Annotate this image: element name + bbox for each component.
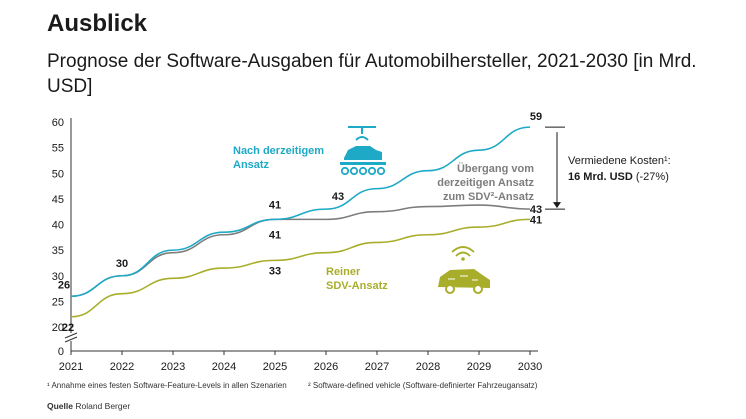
saved-cost-label: Vermiedene Kosten¹: <box>568 155 671 167</box>
saved-cost-value: 16 Mrd. USD <box>568 171 633 183</box>
series-label-3: SDV-Ansatz <box>326 280 388 292</box>
series-line-3 <box>70 218 531 318</box>
y-tick-label: 55 <box>52 143 64 155</box>
x-tick-label: 2023 <box>161 361 185 373</box>
data-label: 33 <box>269 265 281 277</box>
data-label: 43 <box>332 191 344 203</box>
source-line: Quelle Roland Berger <box>47 401 130 411</box>
axis-break-mark <box>64 332 78 339</box>
data-label: 22 <box>62 322 74 334</box>
data-label: 41 <box>530 214 542 226</box>
series-label-3: Reiner <box>326 266 361 278</box>
conveyor-car-icon <box>340 126 386 176</box>
footnote-1: ¹ Annahme eines festen Software-Feature-… <box>47 381 287 390</box>
x-tick-label: 2025 <box>263 361 287 373</box>
source-label: Quelle <box>47 401 73 411</box>
data-label: 30 <box>116 258 128 270</box>
series-label-2: Übergang vom <box>457 162 534 175</box>
y-tick-label: 35 <box>52 245 64 257</box>
data-label: 41 <box>269 229 281 241</box>
saved-cost-percent: (-27%) <box>632 171 669 183</box>
y-tick-label: 60 <box>52 117 64 129</box>
y-tick-label: 40 <box>52 220 64 232</box>
data-label: 43 <box>530 204 542 216</box>
saved-cost-annotation: Vermiedene Kosten¹: 16 Mrd. USD (-27%) <box>568 153 671 185</box>
bracket-arrow-head <box>553 202 561 209</box>
x-tick-label: 2022 <box>110 361 134 373</box>
x-tick-label: 2024 <box>212 361 236 373</box>
data-label: 59 <box>530 111 542 123</box>
connected-car-icon <box>438 246 490 294</box>
axis-break-mark <box>64 336 78 343</box>
y-tick-label: 30 <box>52 271 64 283</box>
y-tick-label: 25 <box>52 296 64 308</box>
y-tick-label: 20 <box>52 322 64 334</box>
y-tick-label: 0 <box>58 346 64 358</box>
x-tick-label: 2027 <box>365 361 389 373</box>
series-label-2: zum SDV²-Ansatz <box>443 191 535 203</box>
x-tick-label: 2030 <box>518 361 542 373</box>
series-label-2: derzeitigen Ansatz <box>437 177 534 189</box>
source-text: Roland Berger <box>72 401 131 411</box>
page-title: Ausblick <box>47 10 148 37</box>
x-tick-label: 2026 <box>314 361 338 373</box>
y-tick-label: 50 <box>52 168 64 180</box>
page-subtitle: Prognose der Software-Ausgaben für Autom… <box>47 51 697 97</box>
footnote-2: ² Software-defined vehicle (Software-def… <box>308 381 538 390</box>
x-tick-label: 2029 <box>467 361 491 373</box>
data-label: 41 <box>269 199 281 211</box>
data-label: 26 <box>58 279 70 291</box>
x-tick-label: 2028 <box>416 361 440 373</box>
series-label-1: Nach derzeitigem <box>233 145 324 157</box>
saved-cost-value-row: 16 Mrd. USD (-27%) <box>568 169 671 185</box>
series-label-1: Ansatz <box>233 159 270 171</box>
y-tick-label: 45 <box>52 194 64 206</box>
x-tick-label: 2021 <box>59 361 83 373</box>
series-line-1 <box>70 126 531 298</box>
